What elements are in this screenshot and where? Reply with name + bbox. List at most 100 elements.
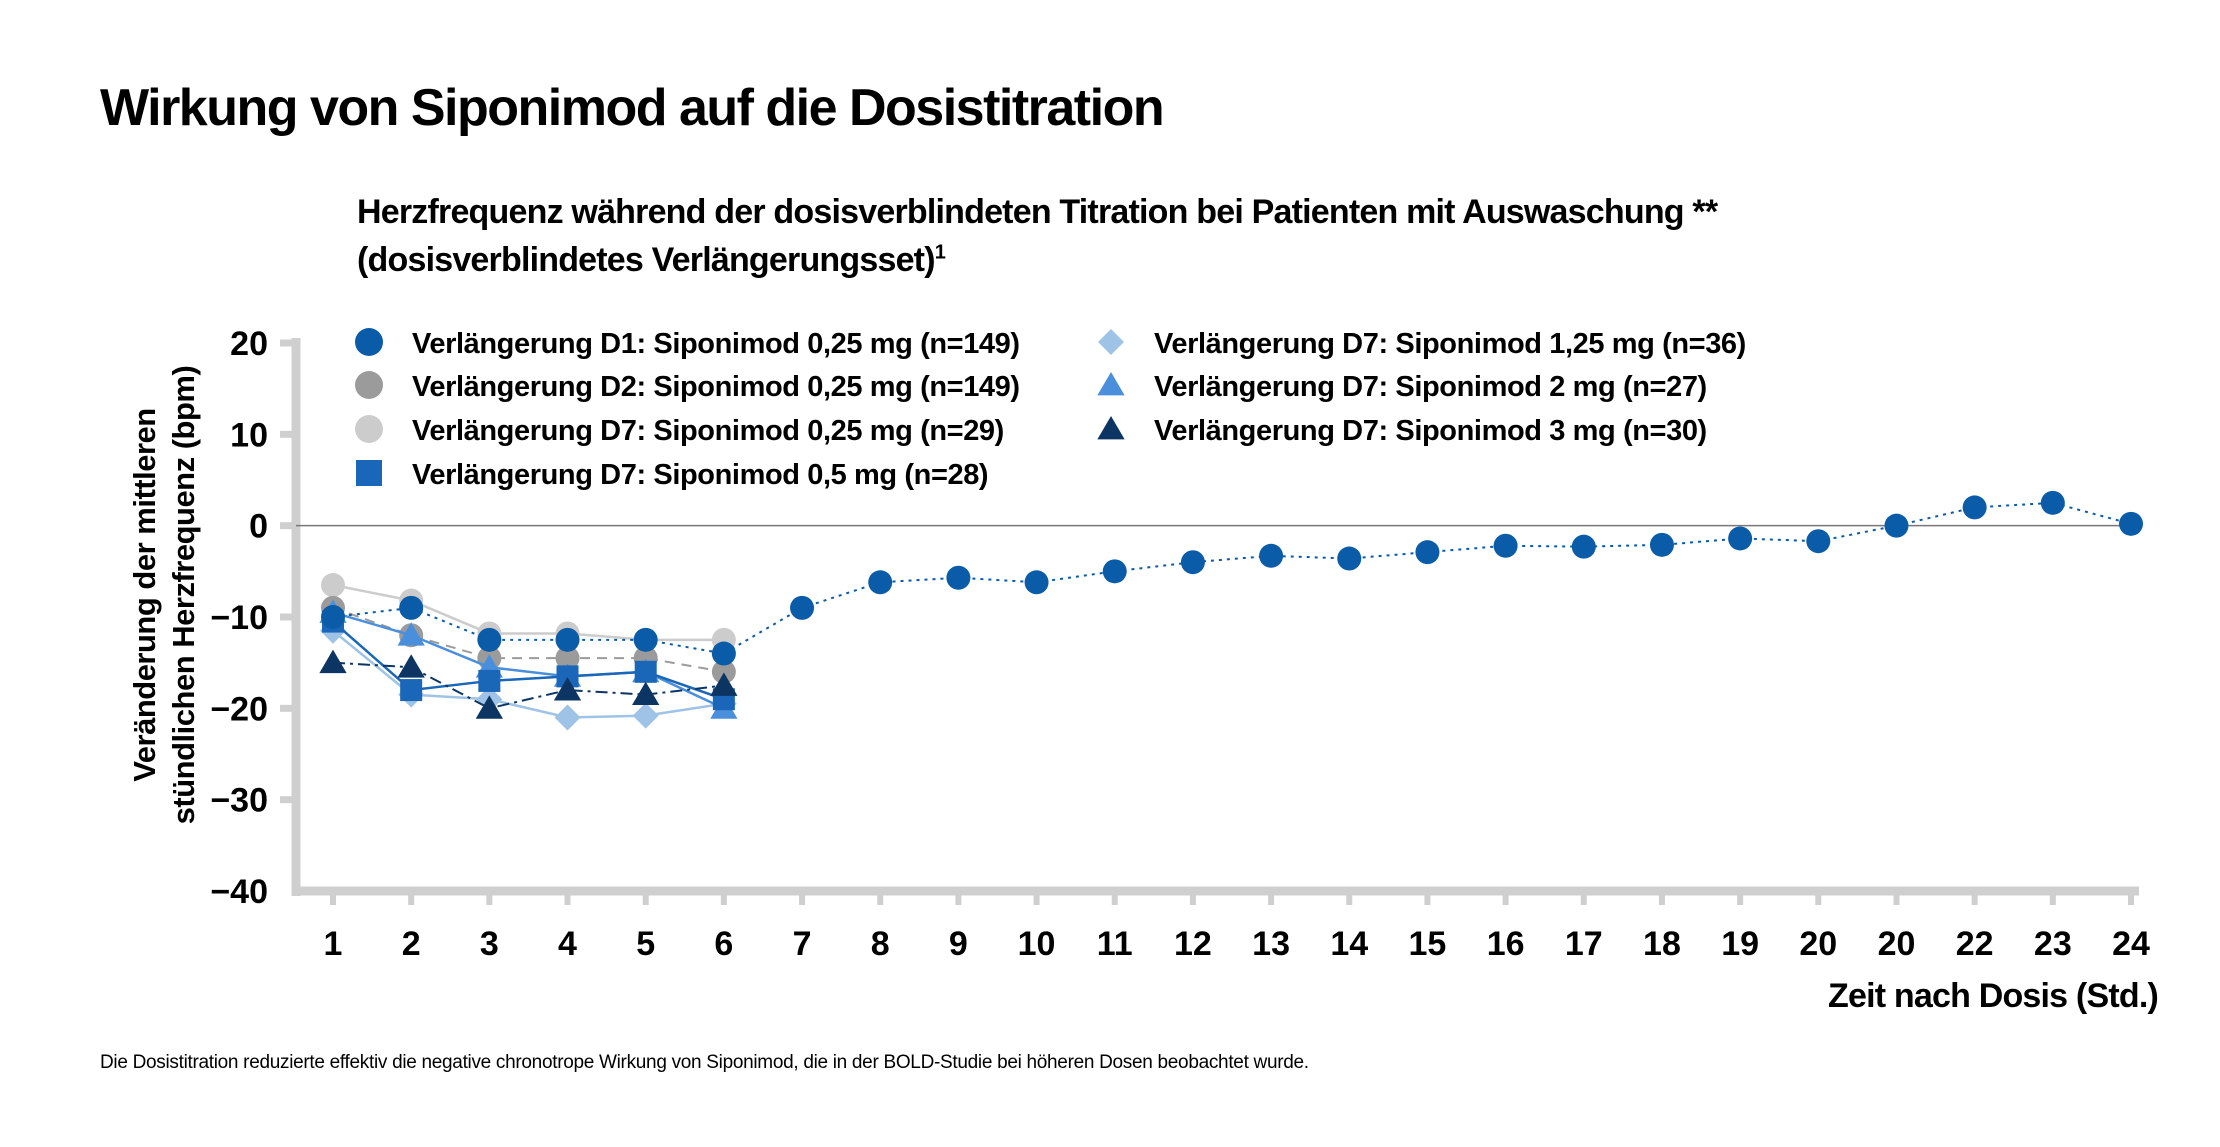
series-line xyxy=(332,583,724,642)
data-point xyxy=(400,679,423,702)
x-axis-label: Zeit nach Dosis (Std.) xyxy=(1828,977,2158,1015)
legend-marker xyxy=(355,371,383,399)
data-point xyxy=(397,654,425,678)
x-tick-label: 13 xyxy=(1252,925,1290,963)
series-line xyxy=(332,611,725,710)
x-tick-label: 8 xyxy=(871,925,890,963)
x-axis-tick-labels: 1 2 3 4 5 6 7 8 9 10 11 12 13 14 15 16 17 18 19 20 20 22 23 24 xyxy=(324,925,2150,963)
data-point xyxy=(1806,529,1831,554)
chart-subtitle: Herzfrequenz während der dosisverblindet… xyxy=(357,188,1718,284)
series-1 xyxy=(321,490,2143,666)
legend-marker xyxy=(1098,329,1124,355)
data-point xyxy=(1180,550,1205,575)
x-tick-label: 3 xyxy=(480,925,499,963)
y-tick-label: 20 xyxy=(230,325,268,363)
data-point xyxy=(868,570,893,595)
legend-item-2: Verlängerung D2: Siponimod 0,25 mg (n=14… xyxy=(355,371,1020,403)
data-point xyxy=(1493,533,1518,558)
legend-label: Verlängerung D7: Siponimod 2 mg (n=27) xyxy=(1154,371,1707,403)
series-line xyxy=(332,501,2132,655)
data-point xyxy=(399,595,424,620)
legend-label: Verlängerung D1: Siponimod 0,25 mg (n=14… xyxy=(412,328,1020,360)
series-7 xyxy=(319,649,738,719)
data-point xyxy=(1728,526,1753,551)
x-tick-label: 15 xyxy=(1409,925,1447,963)
chart-legend: Verlängerung D1: Siponimod 0,25 mg (n=14… xyxy=(355,328,1746,491)
data-point xyxy=(397,622,425,646)
x-tick-label: 22 xyxy=(1956,925,1994,963)
x-tick-label: 18 xyxy=(1643,925,1681,963)
data-point xyxy=(554,704,581,731)
x-tick-label: 20 xyxy=(1878,925,1916,963)
data-point xyxy=(1337,546,1362,571)
data-point xyxy=(1884,513,1909,538)
data-point xyxy=(1649,532,1674,557)
series-4 xyxy=(322,610,735,711)
legend-marker xyxy=(1097,416,1125,440)
series-line xyxy=(332,629,725,719)
y-axis-tick-labels: 20 10 0 −10 −20 −30 −40 xyxy=(210,325,268,911)
x-tick-label: 14 xyxy=(1330,925,1368,963)
data-point xyxy=(710,672,738,696)
legend-item-7: Verlängerung D7: Siponimod 3 mg (n=30) xyxy=(1097,415,1707,447)
data-point xyxy=(477,627,502,652)
legend-marker xyxy=(355,415,383,443)
data-point xyxy=(1102,559,1127,584)
legend-item-3: Verlängerung D7: Siponimod 0,25 mg (n=29… xyxy=(355,415,1004,447)
y-tick-label: −30 xyxy=(210,782,268,820)
chart-heading: Wirkung von Siponimod auf die Dosistitra… xyxy=(100,79,1165,137)
y-tick-label: 10 xyxy=(230,416,268,454)
data-point xyxy=(1415,540,1440,565)
y-axis-label-line1: Veränderung der mittleren xyxy=(127,408,162,781)
x-tick-label: 17 xyxy=(1565,925,1603,963)
chart-subtitle-line1: Herzfrequenz während der dosisverblindet… xyxy=(357,193,1718,231)
x-tick-label: 7 xyxy=(793,925,812,963)
x-tick-label: 24 xyxy=(2112,925,2150,963)
series-line xyxy=(332,620,725,701)
legend-label: Verlängerung D7: Siponimod 0,25 mg (n=29… xyxy=(412,415,1004,447)
footnote: Die Dosistitration reduzierte effektiv d… xyxy=(100,1052,1309,1073)
x-tick-label: 1 xyxy=(324,925,343,963)
x-tick-label: 4 xyxy=(558,925,577,963)
legend-label: Verlängerung D7: Siponimod 3 mg (n=30) xyxy=(1154,415,1707,447)
x-tick-label: 12 xyxy=(1174,925,1212,963)
data-point xyxy=(321,573,345,598)
data-point xyxy=(555,627,580,652)
data-point xyxy=(1571,534,1596,559)
legend-marker xyxy=(1097,372,1125,396)
data-point xyxy=(633,627,658,652)
data-point xyxy=(711,659,736,684)
y-tick-label: 0 xyxy=(249,508,268,546)
data-point xyxy=(478,669,501,692)
data-point xyxy=(475,695,503,719)
data-point xyxy=(1024,570,1049,595)
data-point xyxy=(553,677,582,701)
x-tick-label: 6 xyxy=(714,925,733,963)
chart-series xyxy=(319,490,2143,731)
x-tick-label: 16 xyxy=(1487,925,1525,963)
data-point xyxy=(319,649,347,674)
legend-marker xyxy=(355,328,383,356)
y-axis-label-line2: stündlichen Herzfrequenz (bpm) xyxy=(166,366,201,825)
y-tick-label: −20 xyxy=(210,690,268,728)
chart-subtitle-line2: (dosisverblindetes Verlängerungsset)1 xyxy=(357,236,1717,284)
x-tick-label: 9 xyxy=(949,925,968,963)
y-tick-label: −40 xyxy=(210,873,268,911)
chart-axes xyxy=(280,338,2139,905)
x-tick-label: 11 xyxy=(1097,925,1133,963)
chart-subtitle-line2-text: (dosisverblindetes Verlängerungsset) xyxy=(357,241,936,279)
data-point xyxy=(711,641,736,666)
legend-label: Verlängerung D2: Siponimod 0,25 mg (n=14… xyxy=(412,371,1020,403)
legend-item-5: Verlängerung D7: Siponimod 1,25 mg (n=36… xyxy=(1098,328,1746,360)
data-point xyxy=(556,665,579,688)
data-point xyxy=(632,681,660,706)
data-point xyxy=(2040,490,2065,515)
x-tick-label: 5 xyxy=(636,925,655,963)
data-point xyxy=(946,565,971,590)
x-tick-label: 10 xyxy=(1018,925,1056,963)
legend-label: Verlängerung D7: Siponimod 0,5 mg (n=28) xyxy=(412,459,988,491)
data-point xyxy=(1962,495,1987,520)
data-point xyxy=(2119,511,2143,536)
legend-item-1: Verlängerung D1: Siponimod 0,25 mg (n=14… xyxy=(355,328,1020,360)
